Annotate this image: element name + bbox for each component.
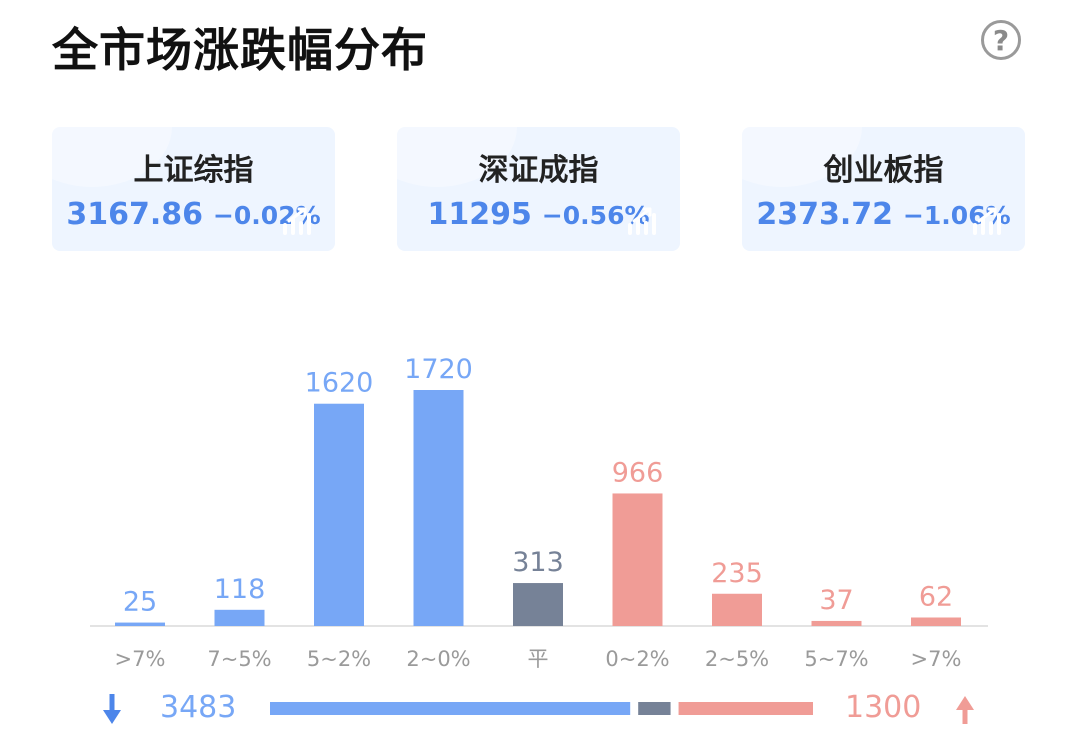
page-title: 全市场涨跌幅分布	[52, 23, 428, 77]
trend-up-icon	[628, 207, 656, 235]
summary-bar	[103, 694, 974, 724]
data-label: 235	[711, 558, 763, 589]
data-label: 25	[123, 587, 157, 618]
tick-label: 0~2%	[605, 647, 669, 671]
trend-up-icon	[283, 207, 311, 235]
index-value: 11295	[427, 197, 532, 232]
bar	[214, 609, 265, 626]
tick-label: 5~7%	[804, 647, 868, 671]
data-label: 1720	[404, 354, 473, 385]
bar	[811, 620, 862, 626]
bar	[314, 403, 364, 626]
arrow-down-icon	[103, 694, 121, 724]
index-name: 深证成指	[478, 153, 599, 188]
data-label: 118	[214, 574, 266, 605]
bar	[612, 493, 663, 626]
tick-label: >7%	[115, 647, 166, 671]
index-card-chinext[interactable]: 创业板指 2373.72 −1.06%	[742, 127, 1025, 251]
index-name: 上证综指	[133, 153, 254, 188]
arrow-up-icon	[956, 696, 974, 724]
bar	[413, 390, 464, 626]
down-segment	[270, 702, 631, 715]
flat-segment	[638, 702, 671, 715]
bar	[115, 622, 165, 626]
index-value: 3167.86	[66, 197, 203, 232]
data-label: 966	[612, 457, 664, 488]
question-circle-icon[interactable]: ?	[981, 20, 1021, 60]
tick-label: 5~2%	[307, 647, 371, 671]
tick-label: 平	[528, 647, 549, 671]
data-label: 37	[819, 585, 853, 616]
data-label: 1620	[305, 368, 374, 399]
tick-label: 2~0%	[406, 647, 470, 671]
tick-label: 7~5%	[207, 647, 271, 671]
bars-group: 25 >7% 118 7~5% 1620 5~2% 1720 2~0% 313 平 966 0~2% 2…	[115, 354, 962, 671]
index-card-shanghai[interactable]: 上证综指 3167.86 −0.02%	[52, 127, 335, 251]
bar	[712, 593, 762, 626]
bar	[911, 617, 961, 626]
index-card-shenzhen[interactable]: 深证成指 11295 −0.56%	[397, 127, 680, 251]
data-label: 62	[919, 581, 953, 612]
tick-label: >7%	[911, 647, 962, 671]
trend-up-icon	[973, 207, 1001, 235]
index-name: 创业板指	[823, 153, 944, 188]
up-segment	[678, 702, 813, 715]
bar	[513, 583, 563, 626]
data-label: 313	[512, 547, 564, 578]
tick-label: 2~5%	[705, 647, 769, 671]
up-total: 1300	[845, 690, 922, 725]
down-total: 3483	[160, 690, 237, 725]
index-value: 2373.72	[756, 197, 893, 232]
